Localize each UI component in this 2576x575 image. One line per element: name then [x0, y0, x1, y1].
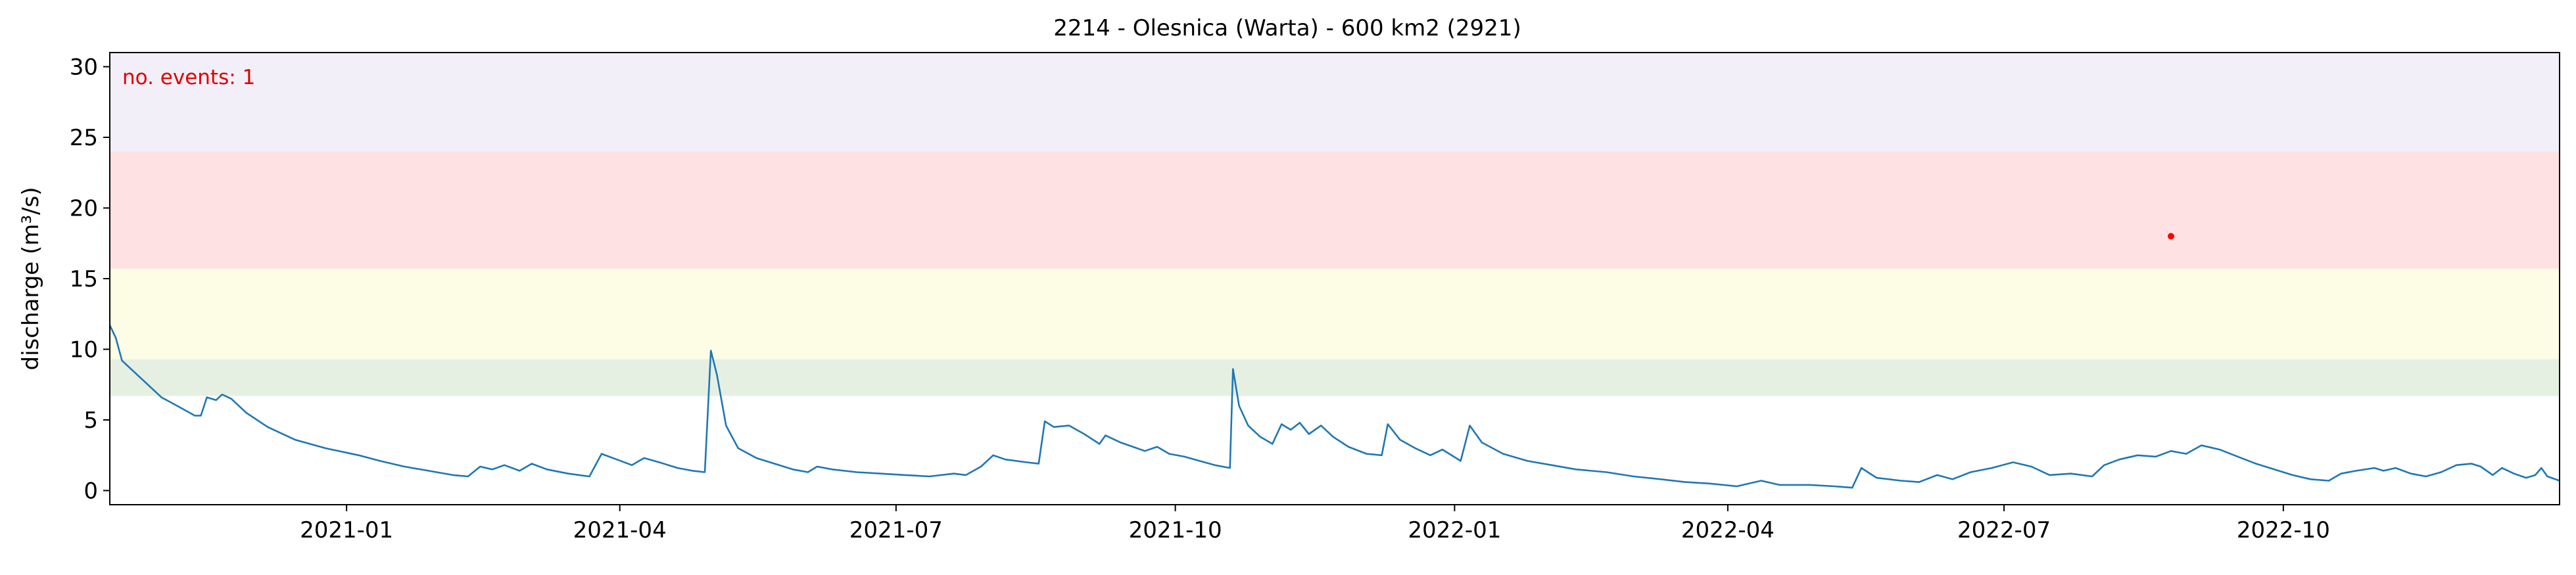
x-tick-label: 2021-01 [300, 517, 393, 543]
y-axis-label: discharge (m³/s) [18, 187, 44, 371]
y-tick-label: 20 [70, 196, 98, 222]
x-tick-label: 2021-10 [1129, 517, 1222, 543]
x-tick-label: 2021-07 [849, 517, 943, 543]
y-tick-label: 0 [83, 478, 98, 505]
discharge-series-line [108, 325, 2560, 489]
y-tick-label: 25 [70, 125, 98, 151]
y-tick-label: 10 [70, 337, 98, 363]
event-marker [2168, 233, 2175, 240]
x-tick-label: 2022-07 [1957, 517, 2051, 543]
x-tick-label: 2021-04 [573, 517, 667, 543]
threshold-band-3 [110, 151, 2560, 269]
threshold-band-4 [110, 53, 2560, 152]
y-tick-label: 30 [70, 55, 98, 81]
chart-title: 2214 - Olesnica (Warta) - 600 km2 (2921) [1053, 15, 1521, 41]
y-tick-label: 5 [83, 407, 98, 434]
x-tick-label: 2022-01 [1408, 517, 1501, 543]
y-tick-label: 15 [70, 266, 98, 292]
threshold-band-2 [110, 268, 2560, 359]
threshold-band-1 [110, 359, 2560, 396]
events-annotation: no. events: 1 [122, 66, 255, 89]
x-tick-label: 2022-10 [2237, 517, 2330, 543]
x-tick-label: 2022-04 [1681, 517, 1775, 543]
